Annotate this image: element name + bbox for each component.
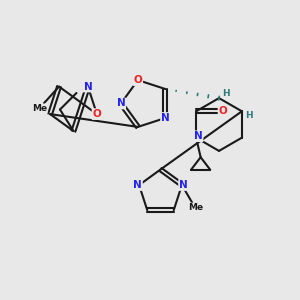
Text: N: N xyxy=(179,180,188,190)
Text: N: N xyxy=(194,131,203,141)
Text: O: O xyxy=(219,106,227,116)
Text: O: O xyxy=(134,75,142,85)
Text: H: H xyxy=(245,111,252,120)
Text: N: N xyxy=(116,98,125,109)
Text: N: N xyxy=(133,180,142,190)
Text: Me: Me xyxy=(188,203,203,212)
Text: N: N xyxy=(84,82,92,92)
Text: Me: Me xyxy=(32,104,47,113)
Text: H: H xyxy=(222,89,230,98)
Text: N: N xyxy=(161,113,170,123)
Text: O: O xyxy=(92,109,101,119)
